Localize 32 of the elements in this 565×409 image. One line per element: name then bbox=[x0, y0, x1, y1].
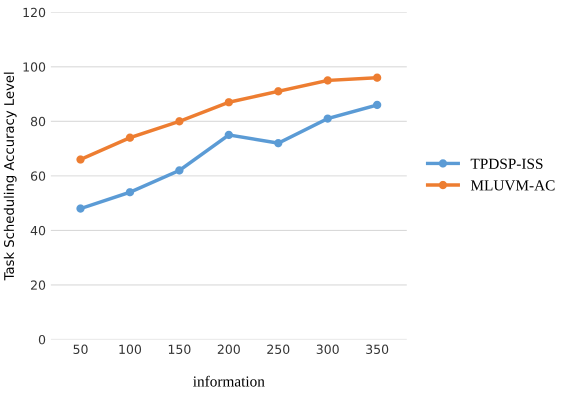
x-tick-label: 150 bbox=[168, 344, 190, 354]
x-tick-label: 250 bbox=[267, 344, 290, 354]
point bbox=[126, 188, 134, 196]
y-tick-label: 120 bbox=[24, 8, 46, 18]
y-tick-label: 80 bbox=[30, 116, 46, 126]
x-tick-label: 350 bbox=[366, 344, 388, 354]
y-tick-label: 40 bbox=[30, 226, 46, 236]
y-tick-label: 20 bbox=[31, 280, 46, 290]
legend-label: MLUVM-AC bbox=[470, 180, 554, 191]
y-tick-label: 0 bbox=[38, 334, 46, 344]
y-tick-label: 100 bbox=[24, 62, 46, 72]
point bbox=[372, 100, 382, 110]
point bbox=[224, 98, 233, 106]
point bbox=[274, 87, 282, 96]
x-tick-label: 300 bbox=[316, 344, 339, 354]
legend-label: TPDSP-ISS bbox=[470, 158, 543, 169]
point bbox=[76, 204, 85, 213]
point bbox=[324, 114, 332, 123]
x-tick-label: 50 bbox=[74, 344, 88, 354]
point bbox=[175, 117, 184, 126]
y-axis-title: Task Scheduling Accuracy Level bbox=[4, 72, 17, 280]
point bbox=[274, 138, 282, 148]
point bbox=[372, 74, 382, 82]
point bbox=[126, 134, 134, 142]
point bbox=[224, 130, 233, 140]
x-axis-title: information bbox=[193, 376, 265, 387]
x-tick-label: 100 bbox=[119, 344, 142, 354]
point bbox=[324, 76, 332, 85]
point bbox=[76, 155, 85, 164]
x-tick-label: 200 bbox=[218, 344, 240, 354]
y-tick-label: 60 bbox=[30, 171, 46, 181]
point bbox=[175, 166, 184, 175]
